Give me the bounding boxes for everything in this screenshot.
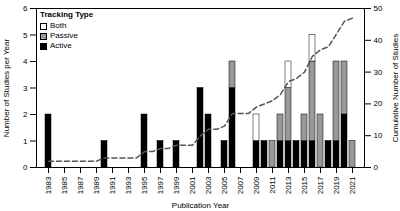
svg-text:0: 0	[23, 163, 28, 172]
svg-text:2005: 2005	[220, 176, 229, 194]
html-text:Active: Active	[50, 41, 72, 50]
svg-text:2013: 2013	[284, 176, 293, 194]
svg-text:1991: 1991	[108, 176, 117, 194]
svg-text:Cumulative Number of Studies: Cumulative Number of Studies	[391, 34, 400, 143]
svg-text:2001: 2001	[188, 176, 197, 194]
svg-text:1: 1	[23, 137, 28, 146]
svg-text:20: 20	[374, 99, 383, 108]
svg-text:3: 3	[23, 84, 28, 93]
svg-text:2003: 2003	[204, 176, 213, 194]
svg-text:Publication Year: Publication Year	[172, 201, 230, 210]
svg-text:2009: 2009	[252, 176, 261, 194]
svg-text:5: 5	[23, 31, 28, 40]
svg-text:2017: 2017	[316, 176, 325, 194]
svg-text:1997: 1997	[156, 176, 165, 194]
svg-text:2015: 2015	[300, 176, 309, 194]
svg-text:1993: 1993	[124, 176, 133, 194]
svg-text:2: 2	[23, 110, 28, 119]
svg-text:4: 4	[23, 57, 28, 66]
svg-text:1989: 1989	[92, 176, 101, 194]
svg-text:1983: 1983	[44, 176, 53, 194]
svg-text:Number of Studies per Year: Number of Studies per Year	[2, 39, 11, 138]
svg-text:1985: 1985	[60, 176, 69, 194]
html-text:Both: Both	[50, 21, 67, 30]
svg-text:1987: 1987	[76, 176, 85, 194]
html-text:Tracking Type: Tracking Type	[40, 10, 94, 19]
svg-text:2019: 2019	[332, 176, 341, 194]
svg-text:2007: 2007	[236, 176, 245, 194]
html-text:Passive: Passive	[50, 31, 78, 40]
svg-text:40: 40	[374, 36, 383, 45]
svg-text:30: 30	[374, 68, 383, 77]
svg-text:1999: 1999	[172, 176, 181, 194]
svg-text:0: 0	[374, 163, 379, 172]
svg-text:6: 6	[23, 4, 28, 13]
svg-text:50: 50	[374, 4, 383, 13]
svg-text:2011: 2011	[268, 176, 277, 194]
svg-text:1995: 1995	[140, 176, 149, 194]
svg-text:10: 10	[374, 131, 383, 140]
svg-text:2021: 2021	[348, 176, 357, 194]
